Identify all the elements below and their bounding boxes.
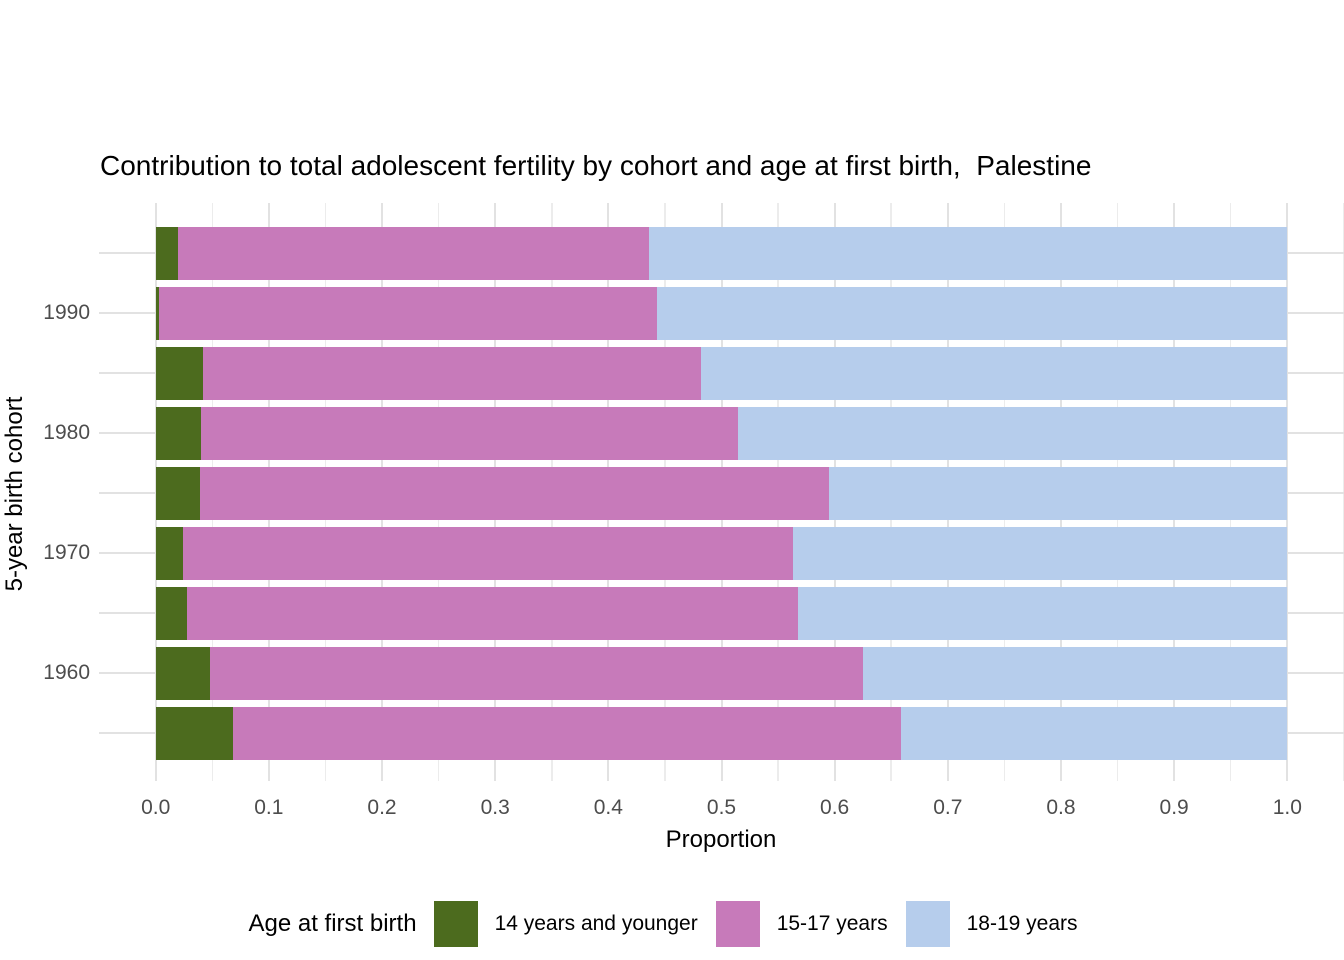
legend-item: 14 years and younger — [433, 901, 698, 947]
bar-row-cohort-1995 — [155, 226, 1288, 280]
bar-segment — [178, 226, 650, 280]
bar-row-cohort-1980 — [155, 406, 1288, 460]
x-tick-label: 0.6 — [820, 796, 850, 819]
bar-row-cohort-1990 — [155, 286, 1288, 340]
x-tick-label: 0.1 — [254, 796, 284, 819]
bar-segment — [210, 646, 863, 700]
y-tick-label: 1970 — [43, 541, 90, 564]
bar-segment — [200, 406, 739, 460]
bar-row-cohort-1975 — [155, 466, 1288, 520]
x-tick-label: 0.4 — [593, 796, 623, 819]
bar-segment — [155, 706, 233, 760]
bar-row-cohort-1970 — [155, 526, 1288, 580]
x-tick-label: 0.8 — [1046, 796, 1076, 819]
bar-segment — [901, 706, 1288, 760]
chart-title: Contribution to total adolescent fertili… — [100, 150, 1092, 181]
bar-segment — [155, 586, 188, 640]
legend-item: 18-19 years — [905, 901, 1078, 947]
x-tick-label: 0.7 — [933, 796, 963, 819]
bar-segment — [792, 526, 1288, 580]
bar-segment — [155, 646, 210, 700]
bar-segment — [159, 286, 657, 340]
legend-item: 15-17 years — [715, 901, 888, 947]
legend: Age at first birth 14 years and younger 1… — [0, 898, 1344, 950]
x-axis-title: Proportion — [665, 826, 777, 853]
y-tick-label: 1960 — [43, 661, 90, 684]
bar-segment — [155, 346, 204, 400]
bar-segment — [155, 286, 160, 340]
y-tick-label: 1990 — [43, 301, 90, 324]
bar-segment — [155, 526, 183, 580]
bar-segment — [862, 646, 1288, 700]
legend-key-swatch — [715, 901, 760, 947]
x-tick-label: 0.2 — [367, 796, 397, 819]
bar-segment — [798, 586, 1288, 640]
bar-row-cohort-1965 — [155, 586, 1288, 640]
legend-key-swatch — [905, 901, 950, 947]
bar-segment — [232, 706, 902, 760]
y-tick-label: 1980 — [43, 421, 90, 444]
bar-row-cohort-1960 — [155, 646, 1288, 700]
bar-segment — [155, 406, 201, 460]
bar-segment — [199, 466, 829, 520]
legend-label: 15-17 years — [776, 912, 888, 935]
legend-items: 14 years and younger 15-17 years 18-19 yea… — [433, 901, 1096, 947]
y-axis-title: 5-year birth cohort — [1, 396, 28, 592]
legend-title: Age at first birth — [248, 910, 417, 937]
bar-segment — [828, 466, 1288, 520]
legend-label: 18-19 years — [966, 912, 1078, 935]
x-tick-label: 0.0 — [141, 796, 171, 819]
plot-panel — [99, 203, 1344, 781]
x-tick-label: 0.5 — [706, 796, 737, 819]
bar-row-cohort-1985 — [155, 346, 1288, 400]
legend-key-swatch — [433, 901, 478, 947]
bar-segment — [656, 286, 1288, 340]
bar-segment — [187, 586, 799, 640]
legend-label: 14 years and younger — [494, 912, 698, 935]
bar-segment — [203, 346, 702, 400]
bar-segment — [649, 226, 1288, 280]
bar-segment — [182, 526, 793, 580]
bar-segment — [155, 466, 200, 520]
bar-segment — [738, 406, 1288, 460]
x-tick-label: 0.3 — [480, 796, 510, 819]
bar-segment — [155, 226, 179, 280]
bar-row-cohort-1955 — [155, 706, 1288, 760]
bar-segment — [701, 346, 1288, 400]
x-tick-label: 1.0 — [1272, 796, 1302, 819]
x-tick-label: 0.9 — [1159, 796, 1189, 819]
